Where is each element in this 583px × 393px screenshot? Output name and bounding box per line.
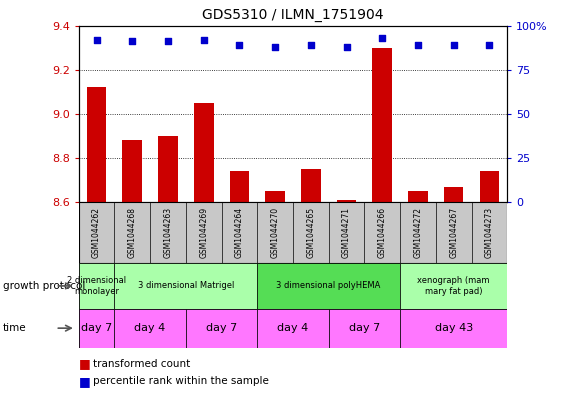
Text: GSM1044264: GSM1044264 [235,207,244,259]
Bar [329,309,400,348]
Text: GSM1044272: GSM1044272 [413,208,423,258]
Point [413,42,423,48]
Point [199,37,208,43]
Text: day 7: day 7 [349,323,380,333]
Bar [194,103,213,202]
Text: GSM1044262: GSM1044262 [92,208,101,258]
Bar [114,263,257,309]
Text: GSM1044271: GSM1044271 [342,208,351,258]
Text: 3 dimensional polyHEMA: 3 dimensional polyHEMA [276,281,381,290]
Point [163,39,173,45]
Bar [373,48,392,202]
Bar [114,309,186,348]
Text: GSM1044267: GSM1044267 [449,207,458,259]
Text: day 4: day 4 [135,323,166,333]
Text: 3 dimensional Matrigel: 3 dimensional Matrigel [138,281,234,290]
Text: GSM1044266: GSM1044266 [378,207,387,259]
Bar [400,263,507,309]
Bar [480,171,499,202]
Text: xenograph (mam
mary fat pad): xenograph (mam mary fat pad) [417,276,490,296]
Bar [230,171,249,202]
Bar [186,309,257,348]
Text: day 43: day 43 [434,323,473,333]
Point [235,42,244,48]
Text: time: time [3,323,27,333]
Text: day 4: day 4 [278,323,308,333]
Point [271,44,280,50]
Point [342,44,351,50]
Bar [337,200,356,202]
Bar [301,169,321,202]
Bar [408,191,428,202]
Text: percentile rank within the sample: percentile rank within the sample [93,376,269,386]
Point [92,37,101,43]
Bar [158,136,178,202]
Point [378,35,387,41]
Bar [257,309,329,348]
Text: GSM1044269: GSM1044269 [199,207,208,259]
Point [128,39,137,45]
Point [484,42,494,48]
Text: transformed count: transformed count [93,358,191,369]
Text: GSM1044270: GSM1044270 [271,207,280,259]
Point [306,42,315,48]
Text: day 7: day 7 [81,323,112,333]
Bar [79,309,114,348]
Text: GSM1044273: GSM1044273 [485,207,494,259]
Bar [79,263,114,309]
Title: GDS5310 / ILMN_1751904: GDS5310 / ILMN_1751904 [202,8,384,22]
Bar [122,140,142,202]
Bar [400,309,507,348]
Text: GSM1044263: GSM1044263 [163,207,173,259]
Text: ■: ■ [79,357,94,370]
Bar [87,88,106,202]
Text: GSM1044268: GSM1044268 [128,208,137,258]
Text: 2 dimensional
monolayer: 2 dimensional monolayer [67,276,126,296]
Point [449,42,458,48]
Text: growth protocol: growth protocol [3,281,85,291]
Text: GSM1044265: GSM1044265 [306,207,315,259]
Text: day 7: day 7 [206,323,237,333]
Bar [265,191,285,202]
Text: ■: ■ [79,375,94,388]
Bar [444,187,463,202]
Bar [257,263,400,309]
